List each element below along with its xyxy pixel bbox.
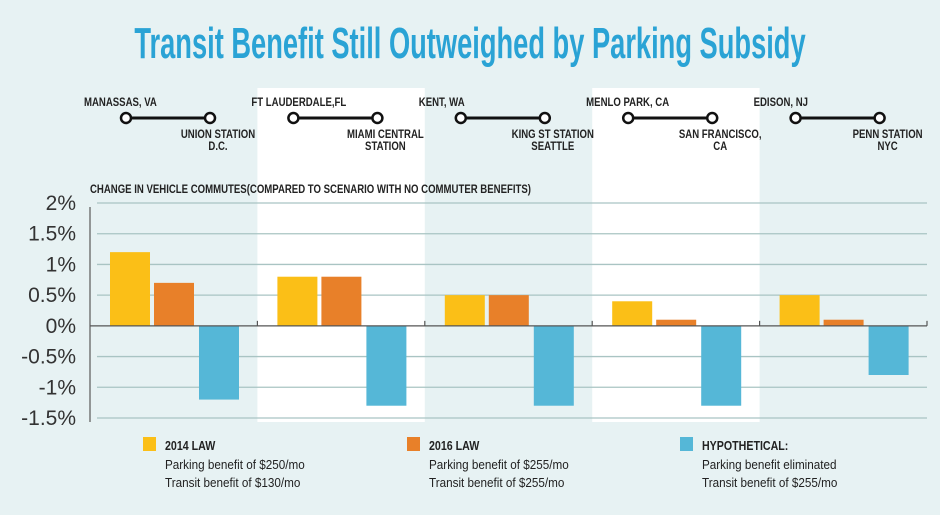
- route-destination: STATION: [365, 140, 406, 153]
- legend-item: 2014 LAW Parking benefit of $250/mo Transi…: [143, 437, 305, 490]
- legend-detail: Parking benefit of $250/mo: [165, 457, 305, 472]
- legend-label: HYPOTHETICAL:: [702, 438, 788, 453]
- route-destination: MIAMI CENTRAL: [347, 128, 424, 141]
- y-tick-label: 0%: [46, 315, 76, 338]
- bar-hypothetical: [366, 325, 407, 406]
- route-destination: SEATTLE: [531, 140, 574, 153]
- bar-2014-law: [612, 301, 653, 326]
- destination-station-icon: [203, 111, 217, 125]
- legend-detail: Transit benefit of $255/mo: [702, 475, 838, 490]
- chart-title: Transit Benefit Still Outweighed by Park…: [134, 18, 806, 67]
- legend-swatch: [680, 437, 693, 451]
- origin-station-icon: [287, 111, 300, 125]
- y-tick-label: 0.5%: [28, 284, 76, 307]
- route-destination: UNION STATION: [181, 128, 255, 141]
- legend-label: 2016 LAW: [429, 438, 480, 453]
- bar-2014-law: [444, 295, 485, 326]
- bar-2014-law: [779, 295, 820, 326]
- legend-detail: Parking benefit eliminated: [702, 457, 837, 472]
- legend-label: 2014 LAW: [165, 438, 216, 453]
- y-tick-label: -1.5%: [21, 407, 76, 430]
- bar-2014-law: [110, 252, 150, 326]
- y-tick-label: 1%: [46, 253, 76, 276]
- legend-detail: Parking benefit of $255/mo: [429, 457, 569, 472]
- bar-2016-law: [154, 282, 194, 326]
- route-destination: PENN STATION: [853, 128, 923, 141]
- destination-station-icon: [873, 111, 886, 125]
- route-destination: CA: [713, 140, 727, 153]
- route-origin: FT LAUDERDALE,FL: [251, 96, 346, 109]
- origin-station-icon: [789, 111, 802, 125]
- origin-station-icon: [454, 111, 468, 125]
- bar-hypothetical: [533, 325, 574, 406]
- origin-station-icon: [621, 111, 635, 125]
- bar-hypothetical: [868, 325, 909, 375]
- bar-2016-law: [656, 319, 697, 326]
- bar-2016-law: [488, 295, 529, 326]
- route-origin: KENT, WA: [419, 96, 465, 109]
- legend-detail: Transit benefit of $255/mo: [429, 475, 565, 490]
- legend-item: HYPOTHETICAL: Parking benefit eliminated T…: [680, 437, 838, 490]
- bar-2016-law: [321, 276, 362, 326]
- bar-2014-law: [277, 276, 318, 326]
- bar-2016-law: [823, 319, 864, 326]
- legend-swatch: [407, 437, 420, 451]
- y-tick-label: -1%: [39, 376, 76, 399]
- y-tick-label: -0.5%: [21, 346, 76, 369]
- legend-detail: Transit benefit of $130/mo: [165, 475, 301, 490]
- route-origin: EDISON, NJ: [754, 96, 808, 109]
- route-destination: NYC: [877, 140, 897, 153]
- bar-hypothetical: [701, 325, 742, 406]
- bar-hypothetical: [199, 325, 239, 400]
- route-origin: MANASSAS, VA: [84, 96, 157, 109]
- route-destination: SAN FRANCISCO,: [679, 128, 762, 141]
- route-destination: D.C.: [208, 140, 227, 153]
- destination-station-icon: [371, 111, 384, 125]
- destination-station-icon: [705, 111, 719, 125]
- route-origin: MENLO PARK, CA: [586, 96, 669, 109]
- destination-station-icon: [538, 111, 552, 125]
- legend-item: 2016 LAW Parking benefit of $255/mo Transi…: [407, 437, 569, 490]
- y-tick-label: 1.5%: [28, 223, 76, 246]
- legend-swatch: [143, 437, 156, 451]
- chart-subtitle: CHANGE IN VEHICLE COMMUTES(COMPARED TO S…: [90, 183, 531, 196]
- route-diagram: MENLO PARK, CA SAN FRANCISCO,CA: [586, 96, 761, 153]
- origin-station-icon: [119, 111, 133, 125]
- route-destination: KING ST STATION: [512, 128, 594, 141]
- y-tick-label: 2%: [46, 192, 76, 215]
